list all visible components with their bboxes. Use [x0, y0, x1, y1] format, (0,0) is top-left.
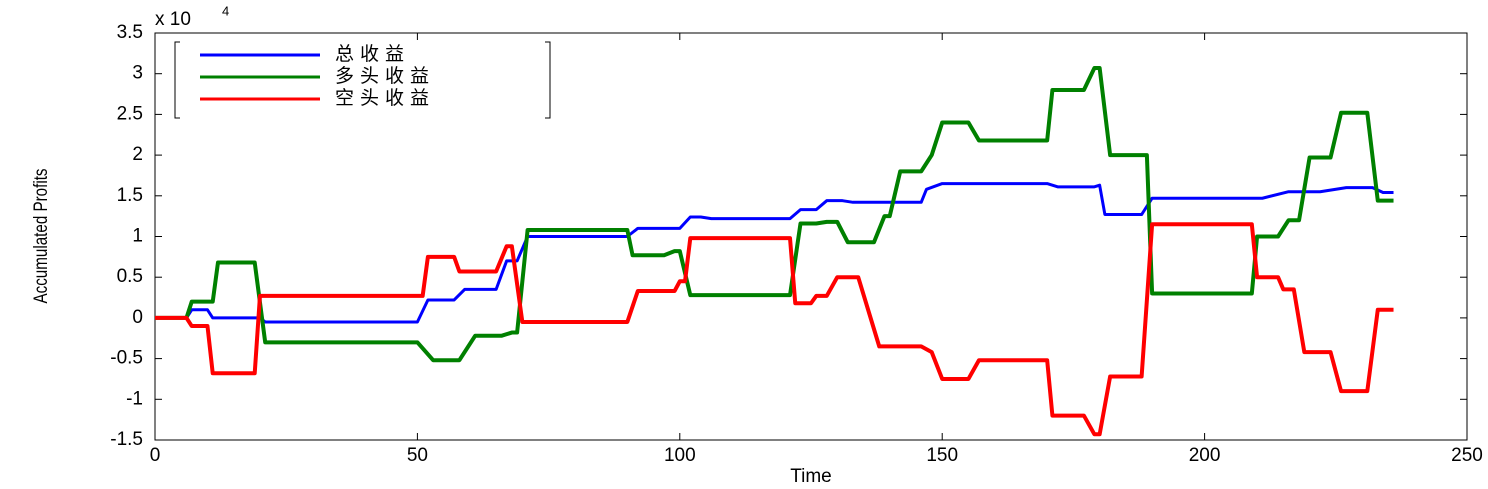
x-tick-label: 100: [664, 445, 696, 466]
y-tick-label: 0.5: [117, 266, 143, 287]
x-tick-label: 250: [1451, 445, 1483, 466]
x-tick-label: 0: [150, 445, 161, 466]
y-tick-label: -1.5: [110, 429, 143, 450]
y-tick-label: 3: [132, 63, 143, 84]
y-tick-label: 2.5: [117, 103, 143, 124]
x-tick-label: 50: [407, 445, 428, 466]
y-tick-label: -0.5: [110, 348, 143, 369]
y-tick-label: 2: [132, 144, 143, 165]
y-tick-label: -1: [126, 388, 143, 409]
x-axis-label: Time: [790, 466, 832, 487]
y-tick-label: 1: [132, 226, 143, 247]
series-line: [155, 66, 1394, 363]
y-tick-label: 0: [132, 307, 143, 328]
y-tick-label: 3.5: [117, 22, 143, 43]
series-line: [155, 222, 1394, 437]
y-multiplier-exponent: 4: [222, 3, 229, 18]
y-tick-label: 1.5: [117, 185, 143, 206]
y-axis-label: Accumulated Profits: [29, 168, 51, 303]
y-multiplier: x 10: [155, 9, 191, 30]
legend-label: 空头收益: [335, 87, 435, 109]
legend-frame: [174, 41, 551, 119]
legend-label: 总收益: [335, 43, 410, 65]
x-tick-label: 200: [1189, 445, 1221, 466]
legend-label: 多头收益: [335, 65, 435, 87]
series-line: [155, 182, 1394, 324]
x-tick-label: 150: [926, 445, 958, 466]
